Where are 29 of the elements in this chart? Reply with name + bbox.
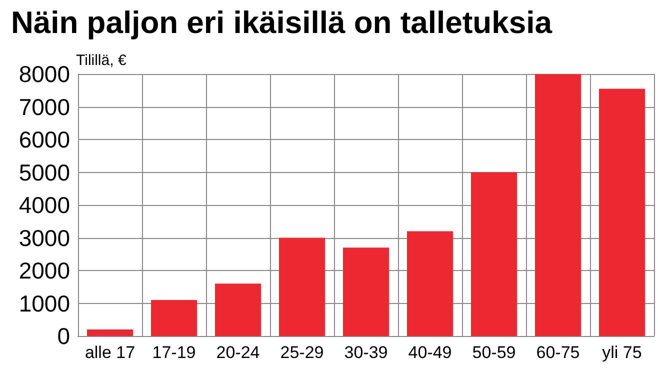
y-tick-label: 1000 — [18, 290, 70, 316]
y-tick-label: 5000 — [18, 159, 70, 186]
bar — [278, 238, 326, 336]
x-tick-label: 40-49 — [408, 343, 452, 362]
bar — [598, 88, 646, 336]
y-tick-label: 3000 — [18, 224, 70, 251]
x-tick-label: 20-24 — [216, 343, 260, 362]
y-tick-label: 2000 — [18, 258, 70, 284]
bar — [534, 74, 582, 336]
bar — [342, 248, 390, 336]
y-tick-label: 7000 — [18, 94, 70, 120]
x-tick-label: 17-19 — [152, 343, 196, 362]
bar — [86, 329, 134, 336]
bar — [470, 172, 518, 336]
bar — [214, 284, 262, 336]
x-tick-label: yli 75 — [602, 343, 642, 362]
chart-title: Näin paljon eri ikäisillä on talletuksia — [11, 5, 553, 40]
x-tick-label: alle 17 — [84, 343, 136, 362]
x-tick-label: 30-39 — [344, 343, 388, 362]
y-tick-label: 6000 — [18, 126, 70, 152]
y-tick-label: 8000 — [18, 61, 70, 87]
bar — [406, 231, 454, 336]
y-axis-title: Tilillä, € — [76, 52, 127, 69]
bar — [150, 300, 198, 336]
x-tick-label: 50-59 — [472, 343, 516, 362]
y-tick-label: 0 — [57, 323, 70, 349]
y-tick-label: 4000 — [18, 192, 70, 218]
x-tick-label: 60-75 — [536, 343, 580, 362]
x-tick-label: 25-29 — [280, 343, 324, 362]
